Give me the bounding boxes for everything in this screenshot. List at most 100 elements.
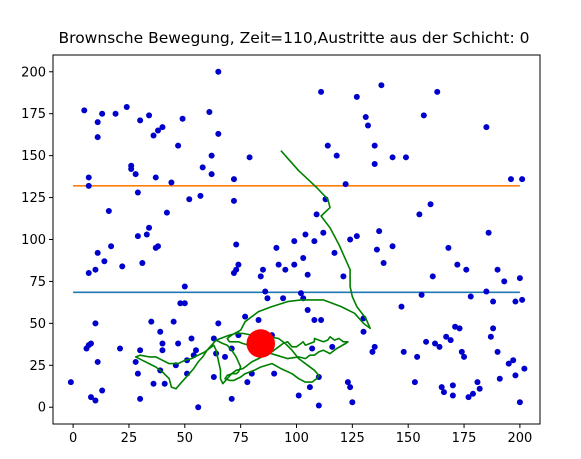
particle-point bbox=[344, 379, 351, 386]
particle-point bbox=[380, 259, 387, 266]
particle-point bbox=[137, 347, 144, 354]
particle-point bbox=[170, 318, 177, 325]
particle-point bbox=[83, 345, 90, 352]
particle-point bbox=[414, 353, 421, 360]
particle-point bbox=[208, 171, 215, 178]
particle-point bbox=[429, 273, 436, 280]
particle-point bbox=[99, 110, 106, 117]
particle-point bbox=[271, 370, 278, 377]
particle-point bbox=[228, 395, 235, 402]
particle-point bbox=[402, 154, 409, 161]
particle-point bbox=[318, 317, 325, 324]
particle-point bbox=[398, 303, 405, 310]
particle-point bbox=[483, 124, 490, 131]
particle-point bbox=[259, 266, 266, 273]
x-tick-label: 100 bbox=[284, 431, 309, 446]
particle-point bbox=[139, 259, 146, 266]
particle-point bbox=[353, 93, 360, 100]
particle-point bbox=[434, 88, 441, 95]
particle-point bbox=[154, 127, 161, 134]
particle-point bbox=[137, 395, 144, 402]
particle-point bbox=[233, 241, 240, 248]
particle-point bbox=[67, 379, 74, 386]
particle-point bbox=[132, 358, 139, 365]
particle-point bbox=[494, 348, 501, 355]
particle-point bbox=[347, 236, 354, 243]
particle-point bbox=[476, 385, 483, 392]
particle-point bbox=[485, 229, 492, 236]
particle-point bbox=[496, 375, 503, 382]
particle-point bbox=[304, 271, 311, 278]
particle-point bbox=[159, 340, 166, 347]
particle-point bbox=[521, 365, 528, 372]
particle-point bbox=[280, 295, 287, 302]
particle-trajectory bbox=[134, 150, 371, 390]
particle-point bbox=[423, 338, 430, 345]
x-tick-label: 75 bbox=[232, 431, 249, 446]
particle-point bbox=[376, 228, 383, 235]
particle-point bbox=[152, 174, 159, 181]
particle-point bbox=[235, 261, 242, 268]
particle-point bbox=[92, 320, 99, 327]
y-tick-label: 100 bbox=[21, 233, 46, 248]
y-tick-label: 125 bbox=[21, 191, 46, 206]
particle-point bbox=[132, 171, 139, 178]
particle-point bbox=[445, 244, 452, 251]
particle-point bbox=[94, 249, 101, 256]
particle-point bbox=[150, 380, 157, 387]
particle-point bbox=[311, 317, 318, 324]
particle-point bbox=[487, 333, 494, 340]
x-tick-label: 50 bbox=[177, 431, 194, 446]
particle-point bbox=[257, 273, 264, 280]
particle-point bbox=[389, 154, 396, 161]
particle-point bbox=[519, 296, 526, 303]
particle-point bbox=[137, 117, 144, 124]
particle-point bbox=[360, 328, 367, 335]
particle-point bbox=[105, 207, 112, 214]
particle-point bbox=[320, 229, 327, 236]
particle-point bbox=[175, 340, 182, 347]
particle-point bbox=[324, 142, 331, 149]
particle-point bbox=[181, 300, 188, 307]
particle-point bbox=[505, 360, 512, 367]
particle-point bbox=[300, 254, 307, 261]
particle-point bbox=[94, 134, 101, 141]
particle-point bbox=[313, 211, 320, 218]
plot-area bbox=[67, 68, 528, 411]
particle-point bbox=[438, 384, 445, 391]
particle-point bbox=[349, 399, 356, 406]
particle-point bbox=[159, 347, 166, 354]
particle-point bbox=[490, 298, 497, 305]
particle-point bbox=[175, 142, 182, 149]
particle-point bbox=[134, 233, 141, 240]
particle-point bbox=[297, 290, 304, 297]
particle-point bbox=[222, 353, 229, 360]
particle-point bbox=[418, 291, 425, 298]
particle-point bbox=[291, 261, 298, 268]
particle-point bbox=[242, 313, 249, 320]
particle-point bbox=[246, 154, 253, 161]
particle-point bbox=[134, 370, 141, 377]
particle-point bbox=[92, 397, 99, 404]
particle-point bbox=[369, 348, 376, 355]
particle-point bbox=[449, 392, 456, 399]
particle-point bbox=[512, 372, 519, 379]
particle-point bbox=[85, 174, 92, 181]
particle-point bbox=[449, 382, 456, 389]
y-tick-label: 150 bbox=[21, 149, 46, 164]
particle-point bbox=[186, 196, 193, 203]
x-tick-label: 200 bbox=[507, 431, 532, 446]
particle-point bbox=[179, 115, 186, 122]
particle-point bbox=[117, 345, 124, 352]
particle-point bbox=[262, 288, 269, 295]
particle-point bbox=[516, 399, 523, 406]
particle-point bbox=[159, 124, 166, 131]
particle-point bbox=[458, 348, 465, 355]
particle-point bbox=[87, 340, 94, 347]
particle-point bbox=[128, 162, 135, 169]
big-particle bbox=[246, 329, 276, 358]
particle-point bbox=[134, 189, 141, 196]
particle-point bbox=[148, 318, 155, 325]
